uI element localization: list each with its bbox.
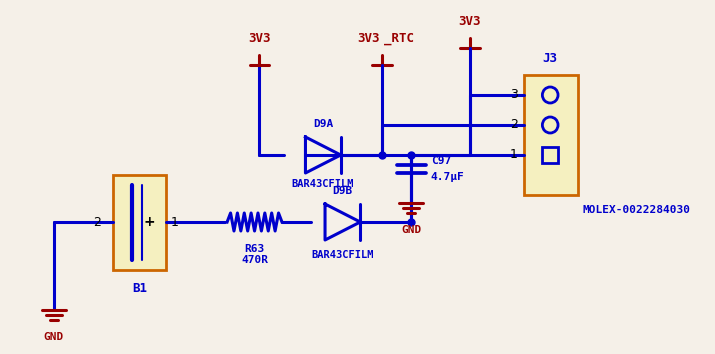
Text: +: + bbox=[144, 215, 156, 229]
Text: B1: B1 bbox=[132, 282, 147, 295]
Text: 3: 3 bbox=[510, 88, 518, 102]
Text: 1: 1 bbox=[170, 216, 178, 228]
Text: 3V3: 3V3 bbox=[248, 32, 271, 45]
Text: 3V3: 3V3 bbox=[459, 15, 481, 28]
Text: 1: 1 bbox=[510, 148, 518, 161]
Bar bbox=[543, 147, 558, 163]
Bar bbox=[524, 75, 578, 195]
Text: GND: GND bbox=[401, 225, 421, 235]
Text: 470R: 470R bbox=[241, 255, 268, 265]
Text: J3: J3 bbox=[543, 52, 558, 65]
Text: _RTC: _RTC bbox=[384, 32, 414, 45]
Text: MOLEX-0022284030: MOLEX-0022284030 bbox=[583, 205, 691, 215]
Text: 3V3: 3V3 bbox=[358, 32, 380, 45]
Text: GND: GND bbox=[44, 332, 64, 342]
Text: R63: R63 bbox=[245, 244, 265, 254]
Text: 4.7μF: 4.7μF bbox=[430, 172, 465, 182]
Text: 2: 2 bbox=[93, 216, 101, 228]
Text: BAR43CFILM: BAR43CFILM bbox=[292, 179, 355, 189]
Text: C97: C97 bbox=[430, 156, 451, 166]
Text: D9A: D9A bbox=[313, 119, 333, 129]
Bar bbox=[112, 175, 167, 270]
Text: D9B: D9B bbox=[332, 186, 352, 196]
Text: BAR43CFILM: BAR43CFILM bbox=[312, 250, 374, 260]
Text: 2: 2 bbox=[510, 119, 518, 131]
